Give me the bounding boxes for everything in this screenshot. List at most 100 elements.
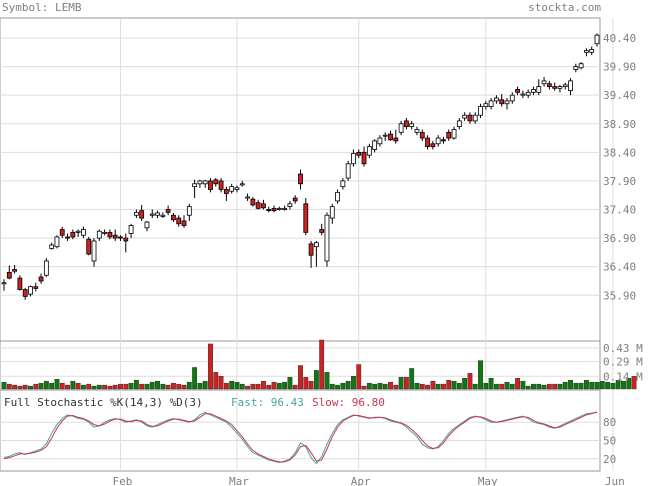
- candle-body: [171, 214, 176, 221]
- volume-bar: [313, 370, 319, 390]
- volume-bar: [456, 382, 462, 390]
- volume-bar: [261, 380, 266, 390]
- volume-bar: [271, 381, 277, 390]
- candle-body: [239, 183, 245, 186]
- candle-body: [366, 146, 372, 156]
- volume-bar: [176, 383, 182, 390]
- volume-bar: [59, 382, 65, 390]
- volume-bar: [276, 382, 282, 390]
- volume-bar: [33, 383, 39, 390]
- volume-bar: [605, 381, 610, 390]
- candle-body: [49, 244, 55, 249]
- candle-body: [578, 63, 584, 69]
- volume-bar: [118, 383, 123, 390]
- volume-bar: [573, 382, 579, 390]
- volume-bar: [250, 383, 256, 390]
- candle-body: [250, 198, 256, 206]
- candle-body: [75, 230, 81, 233]
- candle-body: [414, 129, 420, 133]
- month-tick-label: May: [478, 475, 498, 486]
- volume-bar: [165, 384, 171, 390]
- candle-body: [403, 120, 409, 128]
- candle-body: [133, 211, 139, 216]
- candle-body: [245, 196, 250, 199]
- candle-body: [324, 214, 330, 262]
- grid: [0, 18, 614, 471]
- volume-bar: [483, 382, 489, 390]
- volume-bar: [425, 384, 430, 390]
- volume-bar: [6, 383, 12, 390]
- candle-body: [509, 94, 515, 102]
- stochastic-panel-frame: [0, 389, 601, 472]
- candle-body: [499, 99, 505, 105]
- volume-bar: [626, 378, 632, 390]
- candle-body: [525, 91, 531, 96]
- volume-bar: [123, 383, 129, 390]
- volume-bar: [139, 383, 145, 390]
- stochastic-lines: [3, 411, 598, 465]
- volume-bar: [356, 364, 362, 390]
- volume-bar: [536, 383, 542, 390]
- candle-body: [91, 240, 97, 262]
- volume-bar: [298, 365, 303, 390]
- volume-bar: [546, 383, 552, 390]
- volume-bar: [398, 377, 404, 390]
- candle-body: [181, 220, 187, 226]
- candle-body: [6, 271, 12, 279]
- candle-body: [377, 137, 383, 145]
- volume-bar: [70, 380, 76, 390]
- candle-body: [388, 133, 393, 141]
- volume-bar: [229, 380, 235, 390]
- volume-bar: [382, 383, 388, 390]
- candle-body: [329, 206, 335, 219]
- candle-body: [70, 231, 76, 238]
- stochastic-tick-label: 20: [603, 453, 616, 466]
- volume-bar: [75, 382, 81, 390]
- volume-bar: [181, 384, 187, 390]
- candle-body: [531, 89, 536, 93]
- volume-bar: [218, 376, 224, 390]
- candle-body: [255, 202, 261, 209]
- volume-bar: [96, 384, 102, 390]
- stochastic-tick-label: 50: [603, 435, 616, 448]
- volume-bar: [65, 384, 70, 390]
- candle-body: [261, 203, 266, 209]
- candle-body: [112, 234, 118, 239]
- price-axis-labels: 35.90 36.40 36.90 37.40 37.90 38.40 38.90 39.40…: [603, 32, 636, 302]
- volume-bar: [610, 382, 616, 390]
- volume-bar: [1, 381, 7, 390]
- volume-bar: [388, 381, 393, 390]
- volume-bar: [160, 383, 166, 390]
- volume-bar: [255, 383, 261, 390]
- volume-bar: [578, 382, 584, 390]
- candle-body: [59, 229, 65, 236]
- volume-tick-label: 0.29 M: [603, 356, 643, 369]
- volume-bar: [12, 384, 17, 390]
- volume-bar: [467, 373, 473, 390]
- stochastic-title: Full Stochastic %K(14,3) %D(3): [4, 396, 203, 409]
- fast-label: Fast: 96.43: [231, 396, 304, 409]
- site-label[interactable]: stockta.com: [528, 1, 601, 14]
- candle-body: [223, 189, 229, 194]
- volume-bar: [144, 383, 150, 390]
- volume-bar: [393, 384, 399, 390]
- stochastic-tick-label: 80: [603, 416, 616, 429]
- volume-bar: [28, 385, 33, 390]
- candle-body: [43, 260, 49, 276]
- month-tick-label: Jun: [605, 475, 625, 486]
- month-tick-label: Mar: [229, 475, 249, 486]
- volume-bar: [621, 380, 626, 390]
- volume-bar: [128, 382, 134, 390]
- volume-bar: [562, 381, 568, 390]
- candle-body: [398, 123, 404, 133]
- volume-bar: [377, 382, 383, 390]
- volume-bar: [81, 384, 86, 390]
- candle-body: [234, 187, 240, 190]
- volume-bar: [22, 384, 28, 390]
- candle-body: [139, 210, 145, 219]
- candle-body: [393, 137, 399, 142]
- candle-body: [425, 137, 430, 148]
- candle-body: [218, 180, 224, 190]
- candle-body: [382, 134, 388, 137]
- candle-body: [335, 191, 340, 202]
